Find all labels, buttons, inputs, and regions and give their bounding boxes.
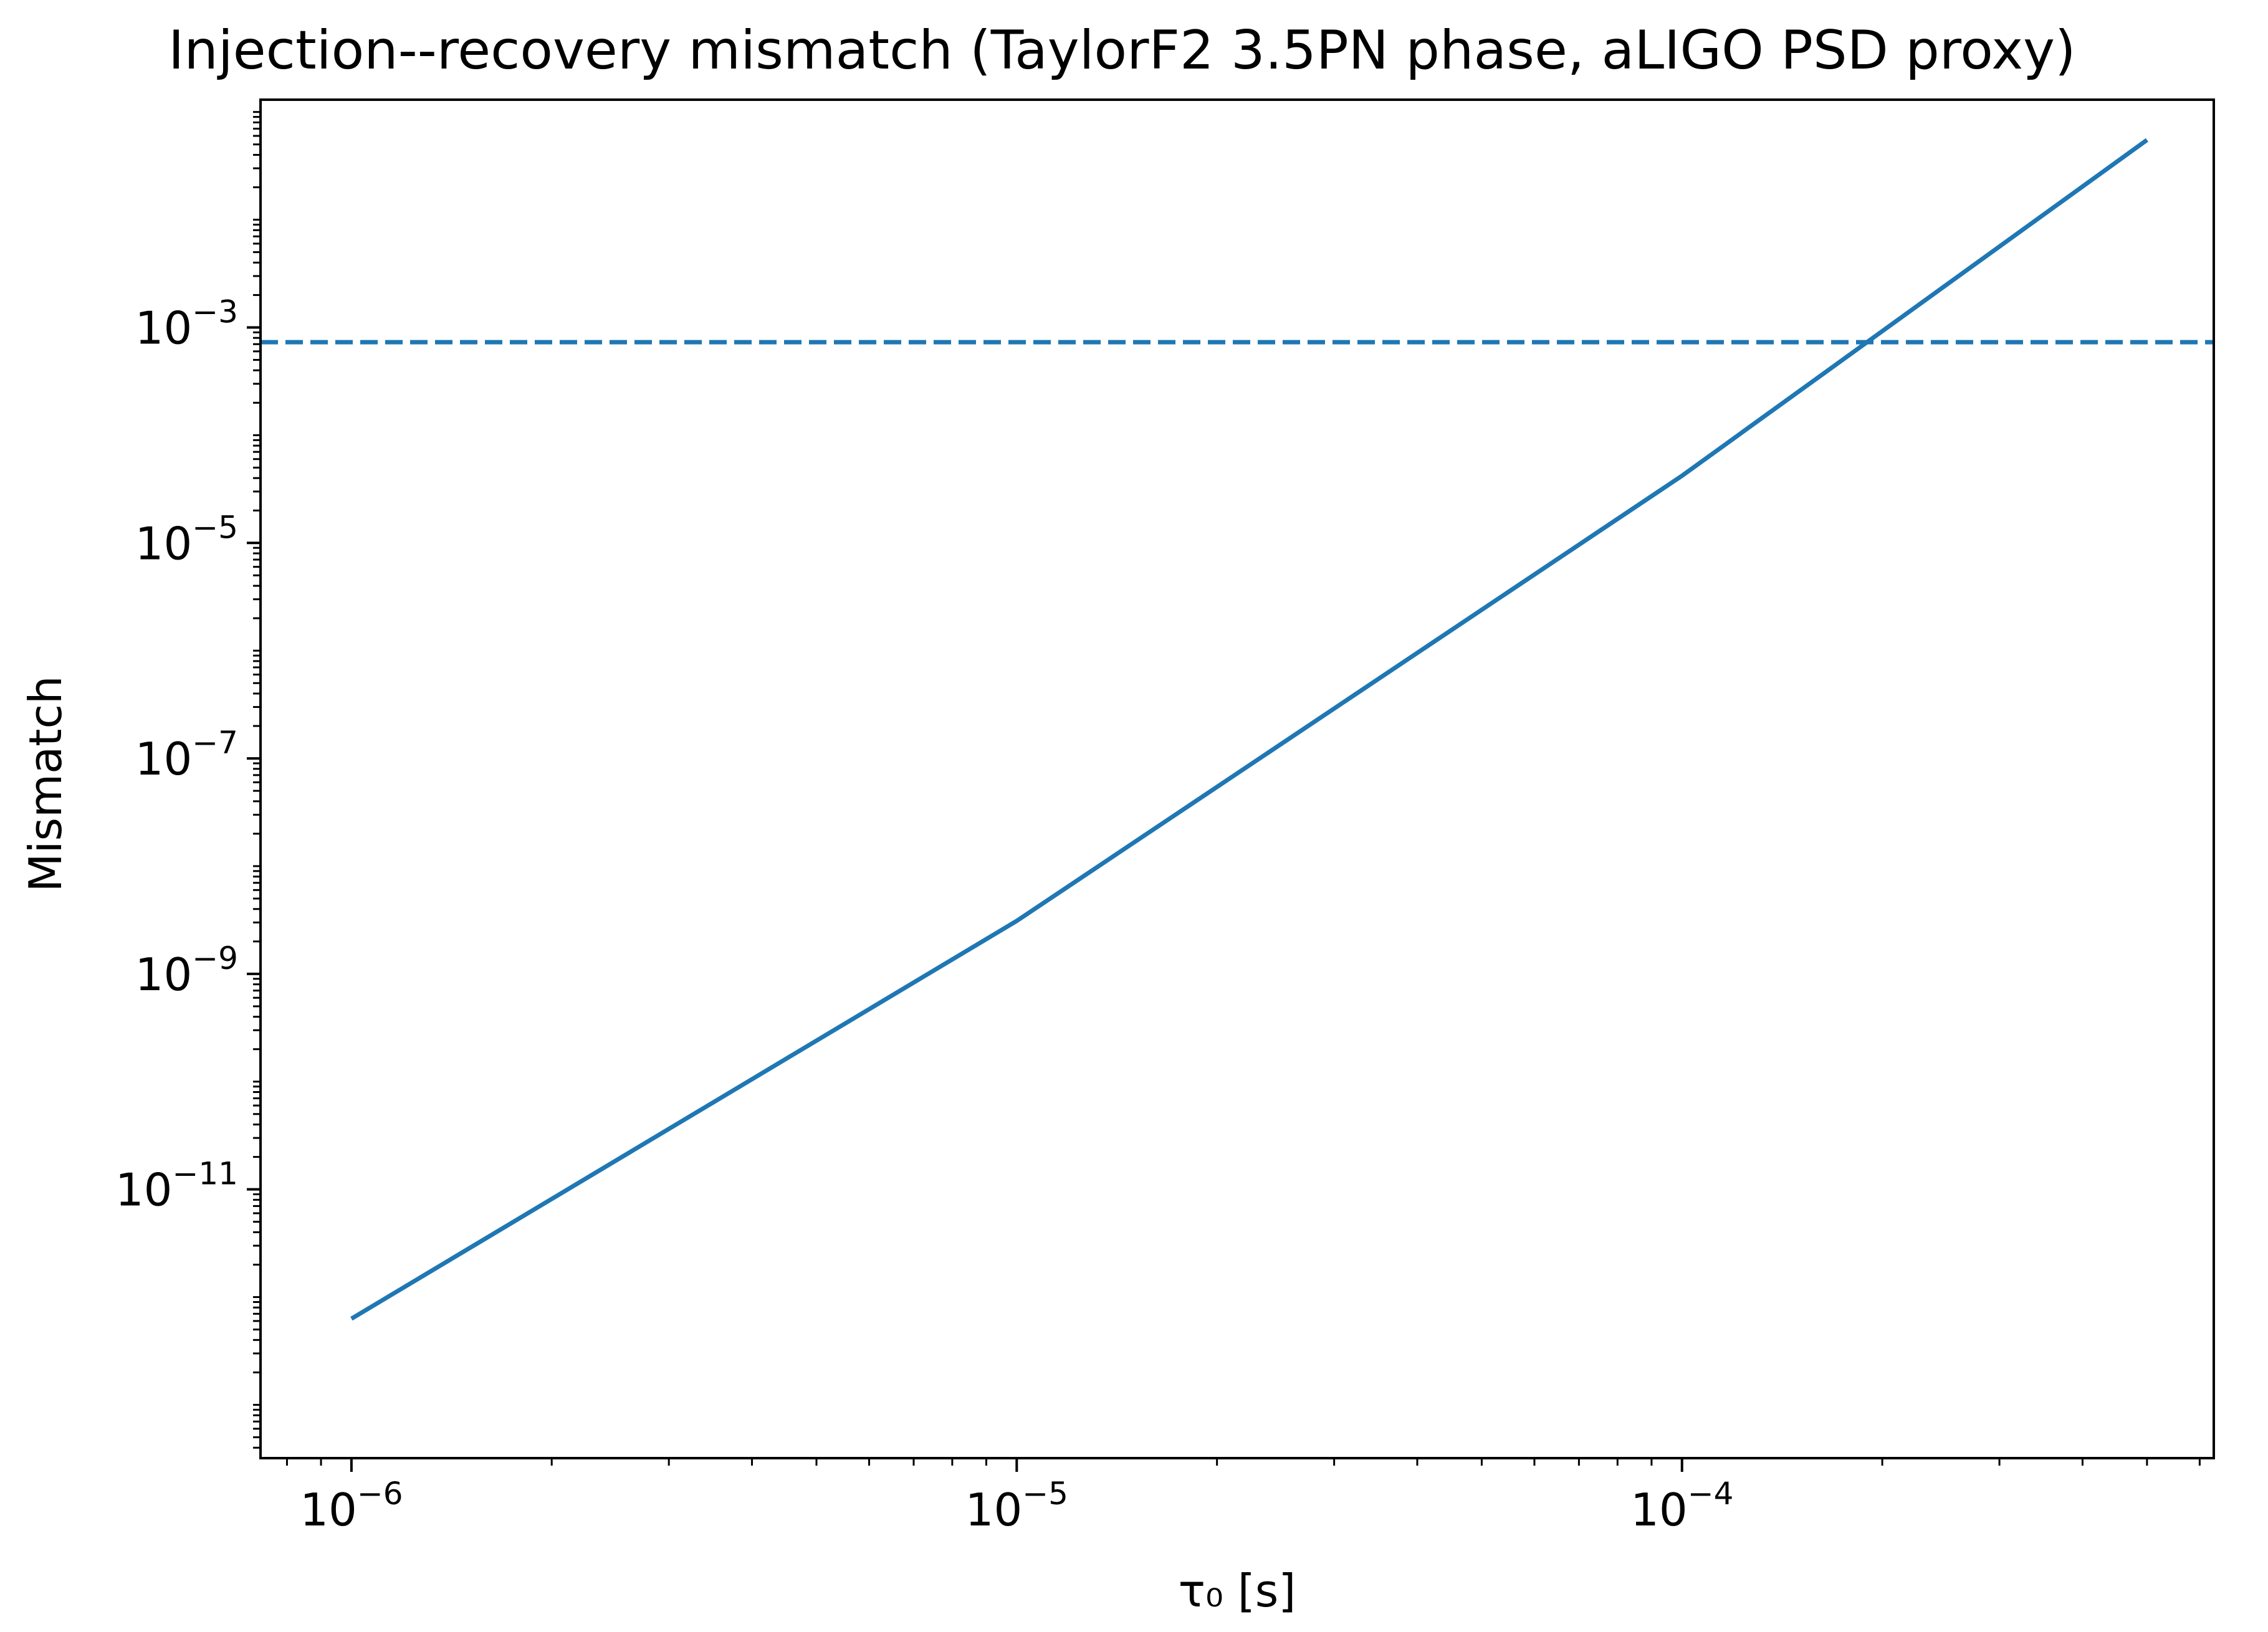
y-tick-label: 10−3 — [135, 293, 238, 354]
axes-frame — [259, 98, 2215, 1459]
y-tick-label: 10−11 — [115, 1156, 238, 1216]
chart-title: Injection--recovery mismatch (TaylorF2 3… — [168, 19, 2076, 82]
x-tick-label: 10−4 — [1630, 1476, 1733, 1536]
x-axis-label: τ₀ [s] — [1179, 1565, 1296, 1617]
y-tick-label: 10−5 — [135, 509, 238, 570]
x-tick-label: 10−6 — [300, 1476, 403, 1536]
y-axis-label: Mismatch — [19, 675, 72, 892]
x-tick-label: 10−5 — [965, 1476, 1068, 1536]
y-tick-label: 10−9 — [135, 940, 238, 1001]
y-tick-label: 10−7 — [135, 725, 238, 785]
series-line — [350, 138, 2148, 1321]
